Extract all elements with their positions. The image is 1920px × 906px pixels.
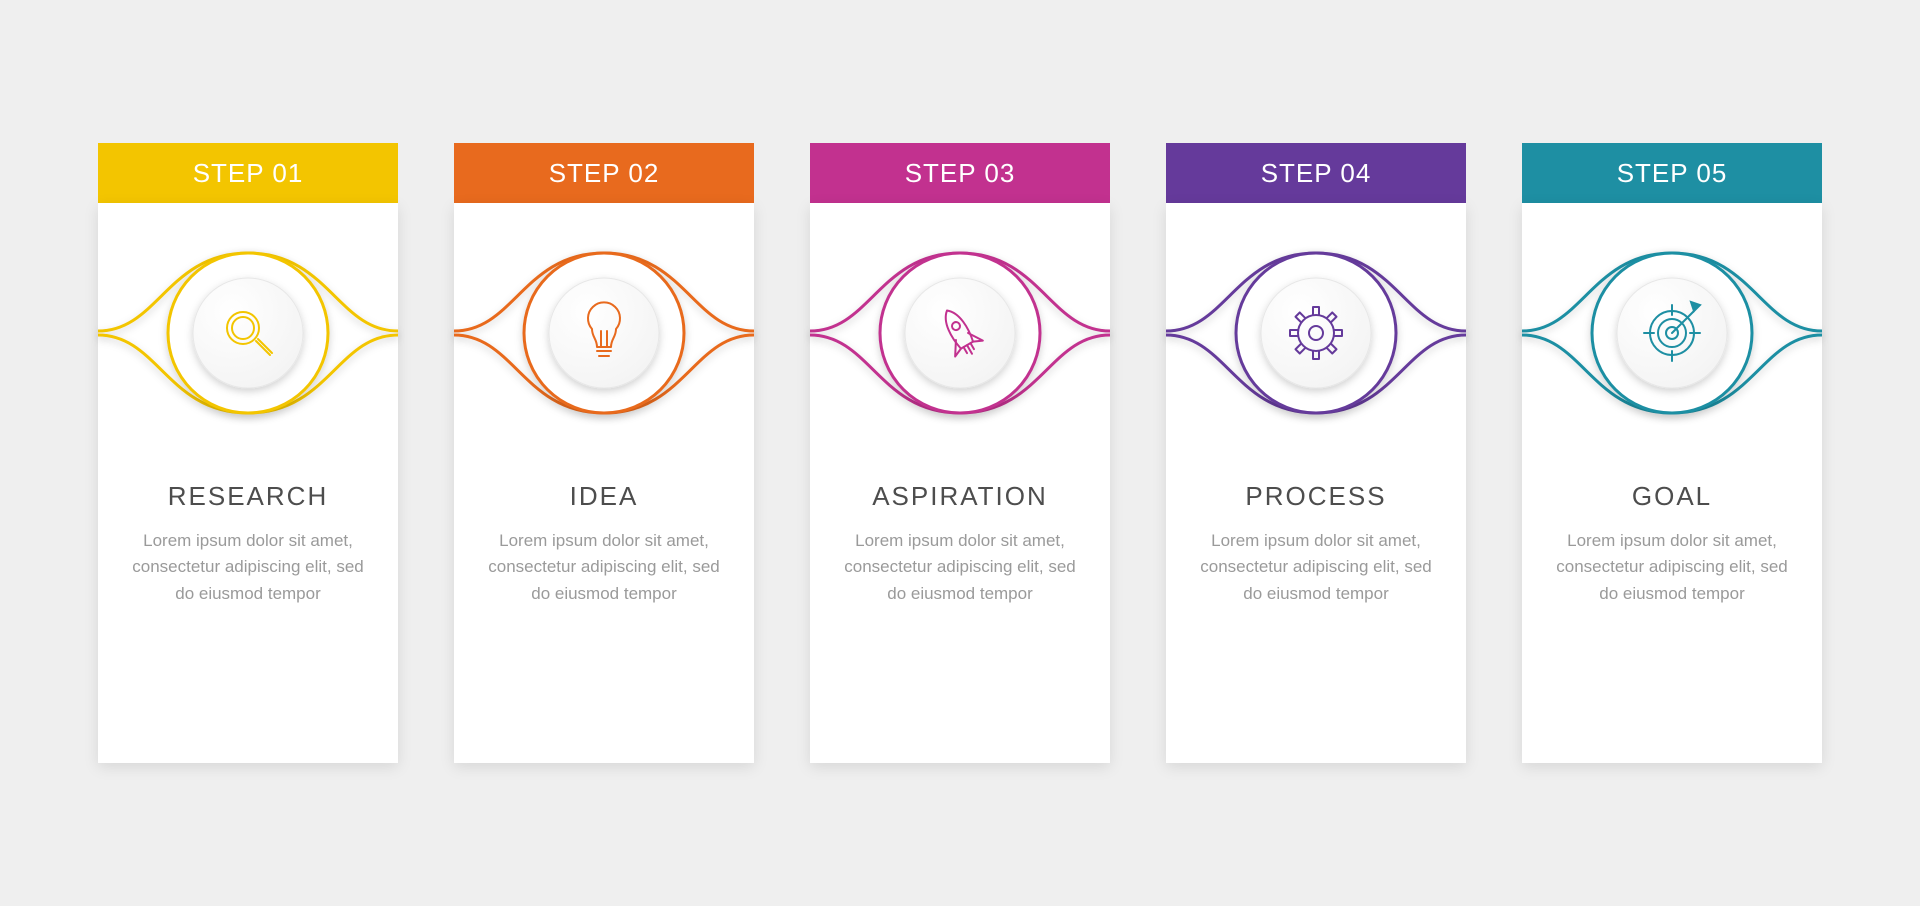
- step-description: Lorem ipsum dolor sit amet, consectetur …: [1548, 528, 1796, 607]
- step-description: Lorem ipsum dolor sit amet, consectetur …: [1192, 528, 1440, 607]
- step-description: Lorem ipsum dolor sit amet, consectetur …: [124, 528, 372, 607]
- step-header: STEP 03: [810, 143, 1110, 203]
- step-card-1: STEP 01 RESEARCH Lorem ipsum do: [98, 143, 398, 763]
- step-header: STEP 02: [454, 143, 754, 203]
- step-body: IDEA Lorem ipsum dolor sit amet, consect…: [454, 203, 754, 763]
- step-header: STEP 05: [1522, 143, 1822, 203]
- gear-icon: [1192, 203, 1440, 463]
- step-header: STEP 04: [1166, 143, 1466, 203]
- target-icon: [1548, 203, 1796, 463]
- step-header: STEP 01: [98, 143, 398, 203]
- step-card-5: STEP 05: [1522, 143, 1822, 763]
- step-title: GOAL: [1632, 481, 1712, 512]
- infographic-row: STEP 01 RESEARCH Lorem ipsum do: [98, 143, 1822, 763]
- step-card-4: STEP 04 PROCESS Lorem ipsum dolor sit: [1166, 143, 1466, 763]
- step-description: Lorem ipsum dolor sit amet, consectetur …: [836, 528, 1084, 607]
- magnifier-icon: [124, 203, 372, 463]
- step-body: GOAL Lorem ipsum dolor sit amet, consect…: [1522, 203, 1822, 763]
- step-description: Lorem ipsum dolor sit amet, consectetur …: [480, 528, 728, 607]
- bulb-icon: [480, 203, 728, 463]
- step-card-2: STEP 02 IDEA Lorem ipsum: [454, 143, 754, 763]
- step-title: RESEARCH: [168, 481, 328, 512]
- step-body: ASPIRATION Lorem ipsum dolor sit amet, c…: [810, 203, 1110, 763]
- step-card-3: STEP 03 ASPIRATI: [810, 143, 1110, 763]
- step-title: ASPIRATION: [872, 481, 1048, 512]
- step-body: RESEARCH Lorem ipsum dolor sit amet, con…: [98, 203, 398, 763]
- step-title: IDEA: [570, 481, 639, 512]
- rocket-icon: [836, 203, 1084, 463]
- step-title: PROCESS: [1245, 481, 1386, 512]
- step-body: PROCESS Lorem ipsum dolor sit amet, cons…: [1166, 203, 1466, 763]
